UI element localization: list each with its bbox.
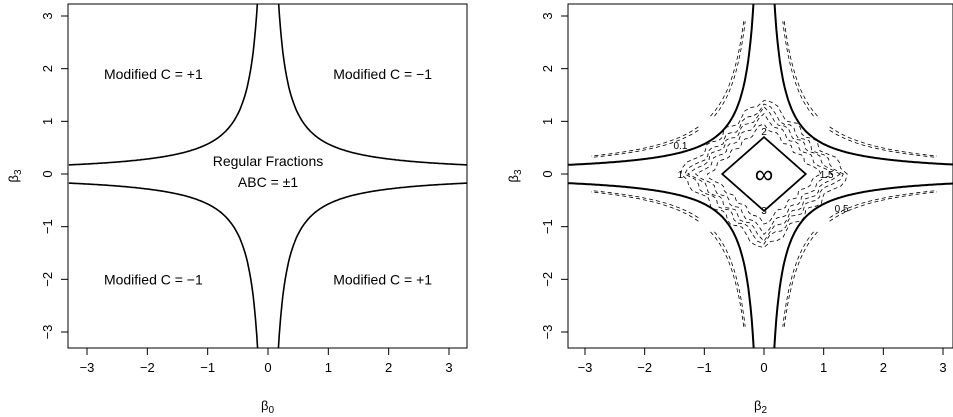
- region-annotation: Modified C = −1: [104, 271, 203, 287]
- contour-arm: [714, 231, 746, 327]
- x-tick-label: 1: [820, 360, 827, 375]
- x-tick-label: 2: [385, 360, 392, 375]
- y-tick-label: 2: [540, 65, 555, 72]
- y-tick-label: −2: [540, 272, 555, 287]
- contour-line: [680, 100, 848, 248]
- region-annotation: Regular Fractions: [213, 153, 324, 169]
- contour-arm: [590, 126, 699, 157]
- contour-line: [706, 123, 822, 225]
- region-annotation: Modified C = +1: [333, 271, 432, 287]
- contour-label: 3: [761, 206, 767, 217]
- x-tick-label: 0: [760, 360, 767, 375]
- x-tick-label: 2: [880, 360, 887, 375]
- x-axis-title-base: β: [261, 398, 268, 413]
- boundary-curve-upper-right: [277, 4, 467, 166]
- y-tick-label: −1: [40, 219, 55, 234]
- contour-arm: [783, 21, 818, 117]
- contour-arm: [590, 190, 699, 219]
- y-axis-title-sub: 3: [13, 169, 24, 175]
- y-axis-title-base: β: [6, 175, 21, 182]
- y-tick-label: −3: [40, 325, 55, 340]
- contour-arm: [782, 231, 814, 327]
- contour-line: [684, 103, 844, 245]
- y-axis-title-sub: 3: [513, 169, 524, 175]
- contour-arm: [710, 231, 745, 327]
- x-axis-title: β0: [261, 398, 274, 416]
- contour-label: 0.1: [674, 141, 688, 152]
- y-axis-title: β3: [506, 169, 524, 182]
- boundary-curve-lower-left: [68, 182, 259, 348]
- contour-arm: [782, 21, 814, 117]
- y-tick-label: 1: [40, 118, 55, 125]
- y-tick-label: −1: [540, 219, 555, 234]
- contour-arm: [710, 21, 745, 117]
- region-annotation: Modified C = +1: [104, 66, 203, 82]
- boundary-curve-upper-left: [68, 4, 259, 166]
- y-tick-label: 1: [540, 118, 555, 125]
- contour-arm: [714, 21, 746, 117]
- x-axis-title-sub: 0: [268, 405, 274, 416]
- contour-arm: [829, 129, 938, 158]
- x-tick-label: 1: [325, 360, 332, 375]
- x-tick-label: −3: [80, 360, 95, 375]
- y-tick-label: 2: [40, 65, 55, 72]
- x-tick-label: −1: [697, 360, 712, 375]
- boundary-curve-upper-right: [773, 4, 953, 166]
- boundary-curve-lower-right: [277, 182, 467, 348]
- y-axis-title-base: β: [506, 175, 521, 182]
- y-tick-label: 3: [40, 12, 55, 19]
- contour-arm: [590, 129, 699, 158]
- x-tick-label: −1: [200, 360, 215, 375]
- contour-arm: [783, 231, 818, 327]
- x-tick-label: −2: [140, 360, 155, 375]
- x-tick-label: −3: [578, 360, 593, 375]
- x-tick-label: −2: [637, 360, 652, 375]
- contour-arm: [590, 191, 699, 222]
- boundary-curve-lower-left: [568, 182, 755, 348]
- x-axis-title-base: β: [754, 398, 761, 413]
- x-axis-title: β2: [754, 398, 767, 416]
- boundary-curve-lower-right: [773, 182, 953, 348]
- contour-label: 1: [678, 170, 684, 181]
- y-tick-label: 0: [40, 170, 55, 177]
- center-diamond: [720, 135, 808, 213]
- y-tick-label: −3: [540, 325, 555, 340]
- contour-arm: [829, 190, 938, 219]
- contour-label: 2: [761, 127, 767, 138]
- contour-arm: [829, 191, 938, 222]
- plot-frame: [567, 3, 953, 349]
- contour-label: 0.5: [835, 204, 849, 215]
- y-tick-label: −2: [40, 272, 55, 287]
- x-tick-label: 3: [445, 360, 452, 375]
- region-annotation: Modified C = −1: [333, 66, 432, 82]
- x-tick-label: 3: [939, 360, 946, 375]
- y-tick-label: 3: [540, 12, 555, 19]
- y-tick-label: 0: [540, 170, 555, 177]
- boundary-curve-upper-left: [568, 4, 755, 166]
- y-axis-title: β3: [6, 169, 24, 182]
- x-axis-title-sub: 2: [761, 405, 767, 416]
- contour-line: [687, 106, 841, 242]
- contour-arm: [829, 126, 938, 157]
- x-tick-label: 0: [264, 360, 271, 375]
- region-annotation: ABC = ±1: [238, 174, 298, 190]
- contour-label: 1.5: [820, 170, 834, 181]
- infinity-label: ∞: [755, 159, 774, 189]
- contour-line: [694, 112, 834, 236]
